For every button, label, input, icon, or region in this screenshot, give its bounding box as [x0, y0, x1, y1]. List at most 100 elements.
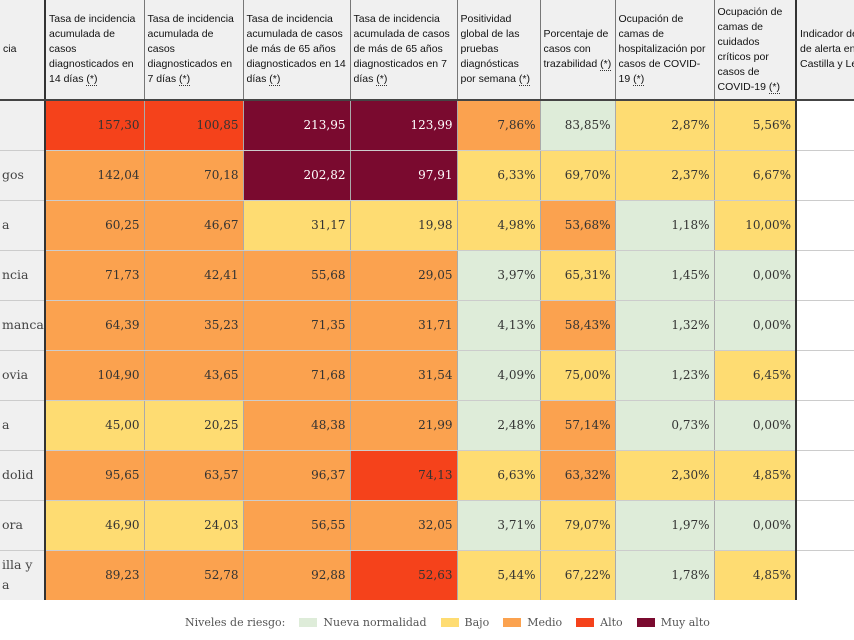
indicator-value: 31,71 — [350, 300, 458, 351]
indicator-value: 0,00% — [714, 250, 797, 301]
indicator-value: 64,39 — [45, 300, 145, 351]
indicator-value: 142,04 — [45, 150, 145, 201]
indicator-value: 104,90 — [45, 350, 145, 401]
indicator-value: 100,85 — [144, 100, 244, 151]
indicator-value: 2,37% — [615, 150, 715, 201]
province-name: ncia — [0, 250, 46, 301]
indicator-value: 1,18% — [615, 200, 715, 251]
legend-swatch — [503, 618, 522, 627]
header-province: cia — [0, 0, 46, 101]
indicator-value: 10,00% — [714, 200, 797, 251]
indicator-value: 60,25 — [45, 200, 145, 251]
header-indicator: Tasa de incidencia acumulada de casos di… — [144, 0, 244, 101]
province-name: a — [0, 200, 46, 251]
covid-indicators-table-container[interactable]: cia Tasa de incidencia acumulada de casos… — [0, 0, 854, 600]
header-label: Ocupación de camas de hospitalización po… — [618, 13, 706, 85]
indicator-value: 31,54 — [350, 350, 458, 401]
header-label: Porcentaje de casos con trazabilidad — [543, 28, 609, 70]
indicator-value: 5,44% — [457, 550, 541, 600]
indicator-value: 2,30% — [615, 450, 715, 501]
table-row: illa y a 89,23 52,78 92,88 52,63 5,44% 67,22% 1… — [0, 550, 854, 600]
indicator-value: 1,32% — [615, 300, 715, 351]
indicator-value: 55,68 — [243, 250, 351, 301]
indicator-value: 4,13% — [457, 300, 541, 351]
legend-label: Muy alto — [660, 616, 710, 629]
indicator-value: 52,78 — [144, 550, 244, 600]
indicator-value: 4,85% — [714, 450, 797, 501]
indicator-value: 7,86% — [457, 100, 541, 151]
indicator-value: 2,48% — [457, 400, 541, 451]
footnote-link[interactable]: (*) — [376, 73, 388, 86]
table-row: gos 142,04 70,18 202,82 97,91 6,33% 69,70% 2,37… — [0, 150, 854, 201]
alert-level: Ri contro — [796, 150, 854, 201]
province-name: manca — [0, 300, 46, 351]
table-row: a 45,00 20,25 48,38 21,99 2,48% 57,14% 0,73% 0,0… — [0, 400, 854, 451]
indicator-value: 71,68 — [243, 350, 351, 401]
header-indicator: Tasa de incidencia acumulada de casos de… — [350, 0, 458, 101]
header-label: Tasa de incidencia acumulada de casos de… — [353, 13, 450, 85]
header-indicator: Porcentaje de casos con trazabilidad (*) — [540, 0, 616, 101]
footnote-link[interactable]: (*) — [600, 58, 612, 71]
risk-legend: Niveles de riesgo: Nueva normalidad Bajo M… — [185, 616, 710, 629]
table-row: dolid 95,65 63,57 96,37 74,13 6,63% 63,32% 2,30… — [0, 450, 854, 501]
indicator-value: 65,31% — [540, 250, 616, 301]
legend-swatch — [440, 618, 459, 627]
indicator-value: 4,09% — [457, 350, 541, 401]
indicator-value: 67,22% — [540, 550, 616, 600]
indicator-value: 213,95 — [243, 100, 351, 151]
covid-indicators-table: cia Tasa de incidencia acumulada de casos… — [0, 0, 854, 600]
alert-level: Ri contro — [796, 500, 854, 551]
indicator-value: 6,45% — [714, 350, 797, 401]
alert-level: Ri contro — [796, 200, 854, 251]
alert-level: Ri contro — [796, 350, 854, 401]
indicator-value: 6,67% — [714, 150, 797, 201]
indicator-value: 5,56% — [714, 100, 797, 151]
alert-level: Ri contro — [796, 550, 854, 600]
indicator-value: 1,78% — [615, 550, 715, 600]
table-row: ora 46,90 24,03 56,55 32,05 3,71% 79,07% 1,97% 0… — [0, 500, 854, 551]
province-name: a — [0, 400, 46, 451]
legend-label: Bajo — [464, 616, 490, 629]
indicator-value: 3,97% — [457, 250, 541, 301]
header-label: Tasa de incidencia acumulada de casos di… — [147, 13, 234, 85]
indicator-value: 202,82 — [243, 150, 351, 201]
indicator-value: 92,88 — [243, 550, 351, 600]
header-label: Indicador de de alerta en Castilla y Le — [800, 28, 854, 70]
header-indicator: Indicador de de alerta en Castilla y Le — [796, 0, 854, 101]
indicator-value: 32,05 — [350, 500, 458, 551]
indicator-value: 123,99 — [350, 100, 458, 151]
indicator-value: 48,38 — [243, 400, 351, 451]
province-name: ovia — [0, 350, 46, 401]
header-indicator: Ocupación de camas de hospitalización po… — [615, 0, 715, 101]
footnote-link[interactable]: (*) — [518, 73, 530, 86]
alert-level: Ri contro — [796, 450, 854, 501]
indicator-value: 20,25 — [144, 400, 244, 451]
indicator-value: 45,00 — [45, 400, 145, 451]
indicator-value: 46,67 — [144, 200, 244, 251]
footnote-link[interactable]: (*) — [768, 80, 780, 94]
indicator-value: 29,05 — [350, 250, 458, 301]
province-name: dolid — [0, 450, 46, 501]
province-name: illa y a — [0, 550, 46, 600]
legend-title: Niveles de riesgo: — [185, 616, 286, 629]
footnote-link[interactable]: (*) — [86, 73, 98, 86]
alert-level: Ri contro — [796, 100, 854, 151]
indicator-value: 0,00% — [714, 300, 797, 351]
indicator-value: 75,00% — [540, 350, 616, 401]
legend-swatch — [299, 618, 318, 627]
indicator-value: 6,33% — [457, 150, 541, 201]
footnote-link[interactable]: (*) — [269, 73, 281, 86]
table-row: a 60,25 46,67 31,17 19,98 4,98% 53,68% 1,18% 10,… — [0, 200, 854, 251]
indicator-value: 69,70% — [540, 150, 616, 201]
indicator-value: 57,14% — [540, 400, 616, 451]
header-indicator: Tasa de incidencia acumulada de casos di… — [45, 0, 145, 101]
indicator-value: 1,97% — [615, 500, 715, 551]
legend-label: Nueva normalidad — [323, 616, 427, 629]
legend-label: Alto — [600, 616, 623, 629]
indicator-value: 83,85% — [540, 100, 616, 151]
legend-swatch — [576, 618, 595, 627]
indicator-value: 31,17 — [243, 200, 351, 251]
indicator-value: 157,30 — [45, 100, 145, 151]
footnote-link[interactable]: (*) — [633, 73, 645, 86]
footnote-link[interactable]: (*) — [179, 73, 191, 86]
